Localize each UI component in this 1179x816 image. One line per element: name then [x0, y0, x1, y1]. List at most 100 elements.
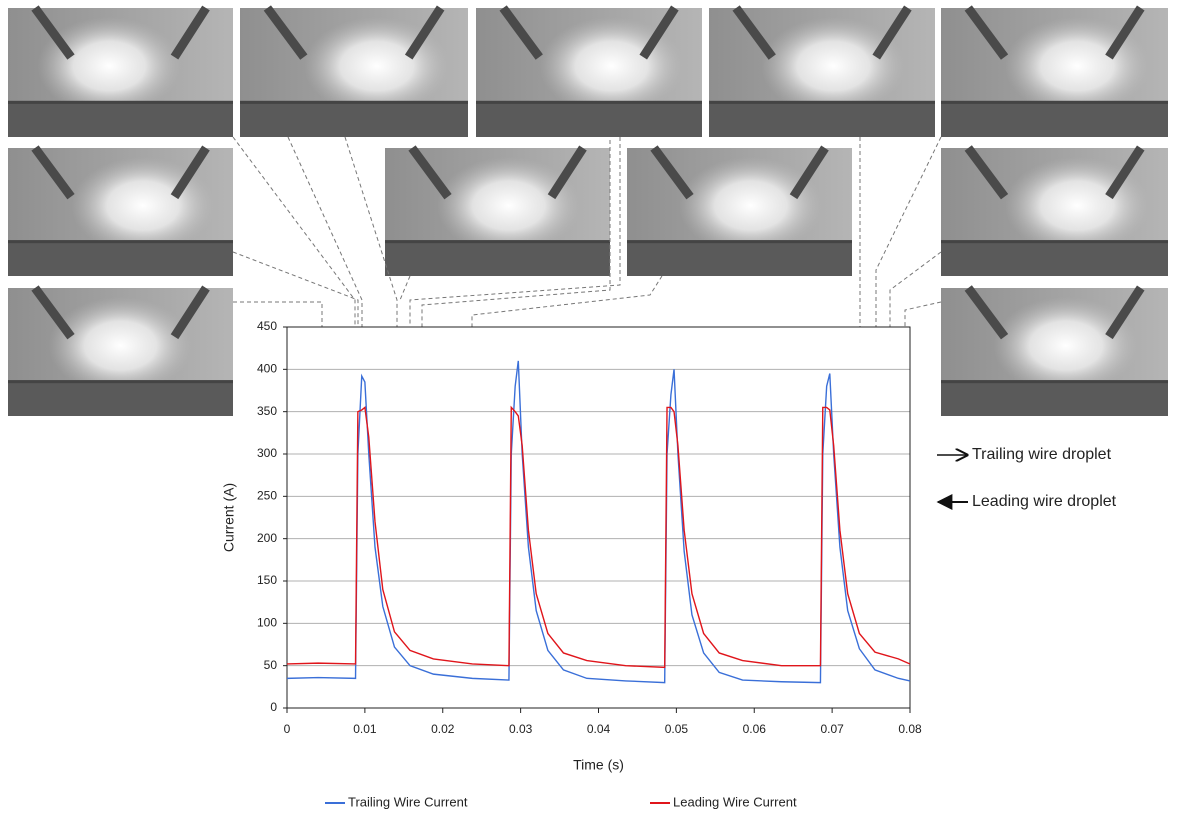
photo	[385, 145, 610, 276]
x-tick-label: 0.01	[353, 722, 377, 736]
x-tick-label: 0.07	[820, 722, 844, 736]
workpiece	[240, 100, 468, 137]
electrode	[964, 5, 1009, 60]
connector	[399, 275, 411, 301]
y-tick-label: 0	[270, 700, 277, 714]
y-tick-label: 100	[257, 616, 277, 630]
arc-glow	[303, 17, 450, 116]
chart: 0 50 100 150 200 250 300 350 400 450 0 0.01 0.02 0.03…	[221, 319, 922, 773]
photo	[941, 285, 1168, 416]
arc-glow	[48, 296, 193, 395]
arc-glow	[1004, 156, 1150, 255]
photo	[709, 5, 935, 137]
electrode	[408, 145, 452, 200]
electrode	[1105, 5, 1145, 60]
connector	[889, 251, 942, 708]
x-tick-label: 0.03	[509, 722, 533, 736]
y-tick-label: 50	[264, 658, 278, 672]
x-tick-label: 0.06	[743, 722, 767, 736]
workpiece-top	[941, 240, 1168, 244]
workpiece-top	[941, 100, 1168, 104]
electrode	[789, 145, 829, 200]
electrode	[170, 145, 210, 200]
electrode	[1105, 285, 1145, 340]
arc-glow	[539, 17, 684, 116]
y-tick-label: 250	[257, 489, 277, 503]
electrode	[170, 285, 210, 340]
workpiece-top	[709, 100, 935, 104]
plot-area	[287, 327, 910, 708]
workpiece-top	[627, 240, 852, 244]
workpiece-top	[941, 380, 1168, 384]
workpiece	[476, 100, 702, 137]
photo	[8, 5, 233, 137]
photo	[8, 145, 233, 276]
electrode	[263, 5, 308, 60]
arc-glow	[678, 156, 823, 255]
arc-glow	[71, 156, 215, 255]
electrode	[964, 285, 1009, 340]
workpiece	[627, 240, 852, 276]
x-tick-label: 0	[284, 722, 291, 736]
workpiece-top	[385, 240, 610, 244]
x-tick-label: 0.04	[587, 722, 611, 736]
legend-label: Leading Wire Current	[673, 794, 797, 809]
connector	[471, 275, 663, 708]
photo	[627, 145, 852, 276]
workpiece	[8, 380, 233, 416]
workpiece	[709, 100, 935, 137]
arc-glow	[1004, 17, 1150, 116]
electrode	[732, 5, 776, 60]
photo	[941, 5, 1168, 137]
arc-glow	[37, 17, 182, 116]
electrode	[872, 5, 912, 60]
workpiece	[8, 240, 233, 276]
electrode	[964, 145, 1009, 200]
arc-glow	[436, 156, 581, 255]
annotation: Trailing wire droplet	[972, 446, 1112, 463]
electrode	[170, 5, 210, 60]
workpiece	[8, 100, 233, 137]
workpiece	[941, 240, 1168, 276]
series-line	[286, 360, 911, 684]
electrode	[639, 5, 679, 60]
electrode	[31, 145, 75, 200]
workpiece-top	[8, 240, 233, 244]
electrode	[499, 5, 543, 60]
connector	[232, 251, 359, 708]
photo-panels	[8, 5, 1168, 416]
plot-frame	[286, 326, 911, 709]
workpiece-top	[476, 100, 702, 104]
y-tick-label: 200	[257, 531, 277, 545]
photo	[8, 285, 233, 416]
electrode	[547, 145, 587, 200]
arc-glow	[760, 17, 906, 116]
workpiece	[941, 380, 1168, 416]
series-line	[286, 405, 911, 669]
x-tick-label: 0.08	[898, 722, 922, 736]
annotation: Leading wire droplet	[972, 493, 1117, 510]
y-tick-label: 350	[257, 404, 277, 418]
connector	[232, 136, 356, 708]
y-tick-label: 300	[257, 446, 277, 460]
y-tick-label: 150	[257, 573, 277, 587]
photo	[941, 145, 1168, 276]
connector	[875, 136, 942, 708]
y-axis-label: Current (A)	[221, 483, 237, 552]
workpiece-top	[240, 100, 468, 104]
photo	[476, 5, 702, 137]
legend-label: Trailing Wire Current	[348, 794, 468, 809]
electrode	[31, 285, 75, 340]
electrode	[650, 145, 694, 200]
x-axis-label: Time (s)	[573, 757, 624, 773]
electrode	[31, 5, 75, 60]
workpiece	[385, 240, 610, 276]
x-tick-label: 0.05	[665, 722, 689, 736]
workpiece-top	[8, 380, 233, 384]
arc-glow	[993, 296, 1139, 395]
electrode	[1105, 145, 1145, 200]
workpiece-top	[8, 100, 233, 104]
x-tick-label: 0.02	[431, 722, 455, 736]
